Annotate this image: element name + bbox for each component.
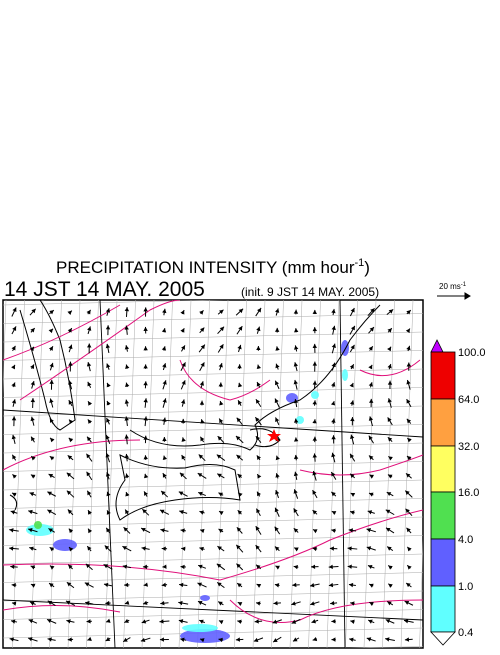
colorbar-segment	[431, 352, 455, 399]
colorbar-label: 0.4	[458, 627, 473, 639]
init-time: (init. 9 JST 14 MAY. 2005)	[241, 285, 379, 299]
title-exponent: -1	[355, 257, 365, 269]
colorbar-label: 1.0	[458, 581, 473, 593]
reference-exponent: -1	[461, 282, 467, 288]
title-text: PRECIPITATION INTENSITY (mm hour	[56, 258, 355, 277]
colorbar-label: 32.0	[458, 441, 479, 453]
colorbar-segment	[431, 446, 455, 492]
colorbar-label: 100.0	[458, 347, 486, 359]
reference-arrow	[437, 293, 470, 299]
reference-text: 20 ms	[439, 282, 461, 291]
precipitation-area	[182, 624, 218, 632]
title-close: )	[364, 258, 370, 277]
colorbar-under	[431, 632, 455, 645]
valid-time: 14 JST 14 MAY. 2005	[4, 278, 205, 301]
colorbar	[431, 340, 455, 645]
colorbar-over	[431, 340, 443, 352]
precipitation-area	[53, 539, 77, 551]
precipitation-area	[342, 369, 348, 381]
colorbar-label: 64.0	[458, 394, 479, 406]
colorbar-label: 4.0	[458, 534, 473, 546]
colorbar-segment	[431, 539, 455, 586]
precipitation-area	[200, 595, 210, 601]
precipitation-area	[34, 521, 42, 529]
precipitation-area	[311, 391, 319, 399]
precipitation-area	[296, 416, 304, 424]
colorbar-label: 16.0	[458, 487, 479, 499]
reference-label: 20 ms-1	[439, 282, 467, 291]
colorbar-segment	[431, 492, 455, 539]
colorbar-segment	[431, 586, 455, 632]
map-title: PRECIPITATION INTENSITY (mm hour-1)	[56, 257, 370, 277]
colorbar-segment	[431, 399, 455, 446]
map-area	[0, 295, 432, 650]
